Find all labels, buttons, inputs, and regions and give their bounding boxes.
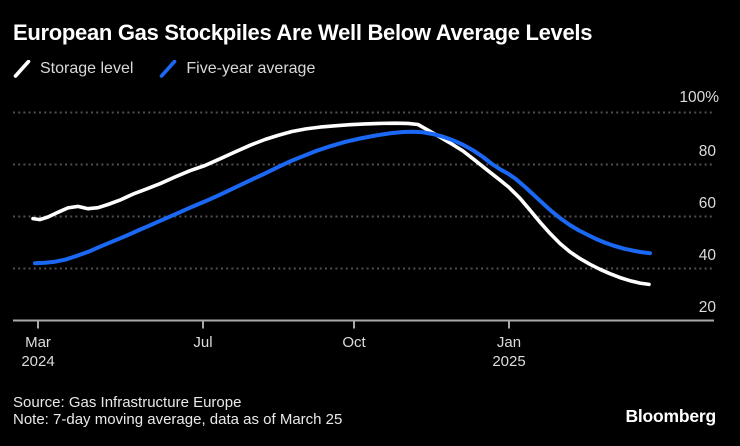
legend-item-storage-level: Storage level [13,60,133,78]
legend-label-storage-level: Storage level [40,60,134,77]
storage-level-line [31,121,651,287]
chart-legend: Storage level Five-year average [13,60,331,78]
source-text: Source: Gas Infrastructure Europe [13,394,242,411]
footer: Source: Gas Infrastructure Europe Note: … [13,394,342,428]
x-axis [13,319,714,329]
bloomberg-logo: Bloomberg [625,406,716,426]
page-title: European Gas Stockpiles Are Well Below A… [13,20,593,45]
y-tick-label-20: 20 [699,299,717,316]
x-tick-sublabel-2024: 2024 [21,353,54,370]
five-year-average-line [33,129,652,266]
x-tick-label-mar: Mar [25,334,51,351]
storage-level-swatch-icon [13,60,31,78]
x-axis-labels: Mar 2024 Jul Oct Jan 2025 [21,334,525,370]
y-tick-label-40: 40 [699,247,717,264]
y-tick-label-60: 60 [699,195,717,212]
x-tick-sublabel-2025: 2025 [492,353,525,370]
five-year-average-swatch-icon [160,60,177,78]
x-tick-label-oct: Oct [342,334,366,351]
x-tick-label-jul: Jul [193,334,212,351]
legend-label-five-year-average: Five-year average [186,60,316,77]
y-tick-label-100: 100% [679,89,719,106]
x-tick-label-jan: Jan [497,334,521,351]
legend-item-five-year-average: Five-year average [159,60,315,78]
note-text: Note: 7-day moving average, data as of M… [13,411,343,428]
y-axis-labels: 100% 80 60 40 20 [679,89,719,316]
y-tick-label-80: 80 [699,143,717,160]
